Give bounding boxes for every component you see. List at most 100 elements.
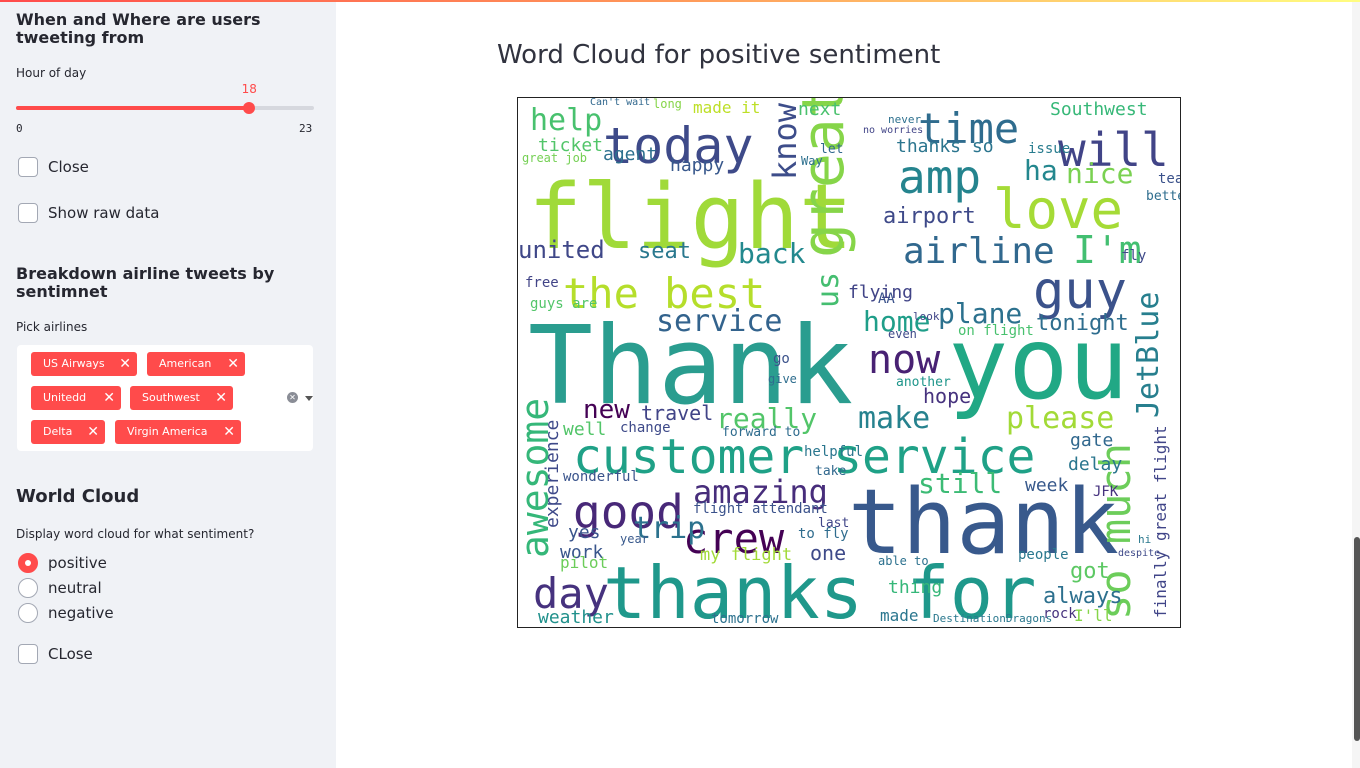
word-cloud-word: help bbox=[530, 103, 602, 138]
word-cloud-word: yes bbox=[568, 522, 601, 543]
word-cloud-word: know bbox=[766, 102, 804, 180]
word-cloud-word: guys are bbox=[530, 296, 597, 312]
scrollbar-thumb[interactable] bbox=[1354, 537, 1360, 741]
airline-chip-label: US Airways bbox=[43, 357, 105, 370]
word-cloud-word: tonight bbox=[1036, 311, 1129, 336]
word-cloud-word: now bbox=[868, 337, 941, 383]
close-checkbox-label: Close bbox=[48, 158, 89, 176]
airline-multiselect[interactable]: US Airways ✕ American ✕ Unitedd ✕ Southw… bbox=[17, 345, 313, 451]
airline-chip[interactable]: Delta ✕ bbox=[31, 420, 105, 444]
word-cloud-word: home bbox=[863, 305, 930, 338]
word-cloud-word: Can't wait bbox=[590, 98, 650, 108]
word-cloud-word: team bbox=[1158, 171, 1181, 187]
radio-positive-label: positive bbox=[48, 554, 107, 572]
word-cloud-word: happy bbox=[670, 155, 724, 176]
word-cloud-word: back bbox=[738, 237, 806, 270]
word-cloud-word: flight attendant bbox=[693, 501, 828, 517]
hour-slider-fill bbox=[16, 106, 250, 110]
sentiment-question-label: Display word cloud for what sentiment? bbox=[16, 527, 255, 541]
cloud-close-checkbox-row[interactable]: CLose bbox=[18, 644, 93, 664]
radio-option-neutral[interactable]: neutral bbox=[18, 578, 102, 598]
radio-negative[interactable] bbox=[18, 603, 38, 623]
word-cloud-word: love bbox=[993, 178, 1123, 241]
word-cloud-word: finally great flight bbox=[1151, 425, 1170, 618]
word-cloud-word: year bbox=[620, 532, 649, 546]
cloud-close-checkbox-label: CLose bbox=[48, 645, 93, 663]
word-cloud-word: one bbox=[810, 541, 846, 565]
hour-slider-max: 23 bbox=[299, 122, 313, 135]
word-cloud-word: gate bbox=[1070, 430, 1113, 451]
word-cloud-word: take bbox=[815, 464, 846, 479]
radio-neutral[interactable] bbox=[18, 578, 38, 598]
airline-chip[interactable]: American ✕ bbox=[147, 352, 245, 376]
word-cloud-word: the best bbox=[563, 269, 765, 318]
word-cloud-word: next bbox=[798, 99, 841, 120]
word-cloud-word: got bbox=[1070, 559, 1110, 584]
close-checkbox-row[interactable]: Close bbox=[18, 157, 89, 177]
word-cloud-word: great job bbox=[522, 151, 587, 165]
clear-all-icon[interactable]: ✕ bbox=[287, 392, 298, 403]
airline-chip[interactable]: Unitedd ✕ bbox=[31, 386, 121, 410]
word-cloud-word: delay bbox=[1068, 454, 1122, 475]
airline-chip[interactable]: Virgin America ✕ bbox=[115, 420, 241, 444]
chip-remove-icon[interactable]: ✕ bbox=[103, 390, 115, 406]
raw-data-checkbox[interactable] bbox=[18, 203, 38, 223]
radio-option-positive[interactable]: positive bbox=[18, 553, 107, 573]
close-checkbox[interactable] bbox=[18, 157, 38, 177]
word-cloud-word: thank bbox=[848, 470, 1119, 575]
hour-slider-min: 0 bbox=[16, 122, 23, 135]
word-cloud-word: change bbox=[620, 420, 671, 436]
chip-remove-icon[interactable]: ✕ bbox=[223, 424, 235, 440]
hour-slider-track[interactable] bbox=[16, 102, 314, 114]
airline-chip[interactable]: US Airways ✕ bbox=[31, 352, 137, 376]
word-cloud-word: to fly bbox=[798, 526, 849, 542]
radio-positive[interactable] bbox=[18, 553, 38, 573]
word-cloud-word: DestinationDragons bbox=[933, 612, 1052, 625]
word-cloud-word: Way bbox=[801, 154, 823, 168]
word-cloud-word: good bbox=[573, 485, 684, 539]
word-cloud-word: flight bbox=[528, 165, 853, 270]
word-cloud-word: awesome bbox=[518, 398, 557, 558]
word-cloud-word: hope bbox=[923, 384, 971, 408]
top-accent-stripe bbox=[0, 0, 1360, 2]
chip-remove-icon[interactable]: ✕ bbox=[119, 356, 131, 372]
raw-data-checkbox-row[interactable]: Show raw data bbox=[18, 203, 159, 223]
word-cloud-word: I'll bbox=[1074, 606, 1113, 625]
word-cloud-word: always bbox=[1043, 584, 1122, 609]
word-cloud-word: made it bbox=[693, 98, 760, 117]
word-cloud-word: my flight bbox=[700, 545, 792, 565]
word-cloud-word: weather bbox=[538, 607, 614, 628]
airline-chip[interactable]: Southwest ✕ bbox=[130, 386, 233, 410]
word-cloud-word: able to bbox=[878, 554, 929, 568]
word-cloud-word: look bbox=[913, 310, 940, 323]
word-cloud-word: despite bbox=[1118, 548, 1160, 559]
chip-remove-icon[interactable]: ✕ bbox=[87, 424, 99, 440]
section-heading-breakdown: Breakdown airline tweets by sentimnet bbox=[16, 264, 275, 301]
radio-option-negative[interactable]: negative bbox=[18, 603, 114, 623]
word-cloud-word: no worries bbox=[863, 125, 923, 136]
word-cloud-word: crew bbox=[683, 514, 785, 563]
chip-remove-icon[interactable]: ✕ bbox=[215, 390, 227, 406]
scrollbar-track[interactable] bbox=[1352, 0, 1360, 768]
airline-chip-label: Unitedd bbox=[43, 391, 87, 404]
word-cloud-word: will bbox=[1058, 123, 1169, 177]
word-cloud-word: you bbox=[948, 305, 1129, 422]
word-cloud-word: even bbox=[888, 327, 917, 341]
word-cloud-word: long bbox=[653, 98, 682, 111]
word-cloud-word: people bbox=[1018, 547, 1069, 563]
cloud-close-checkbox[interactable] bbox=[18, 644, 38, 664]
word-cloud-word: nice bbox=[1066, 157, 1133, 190]
chip-remove-icon[interactable]: ✕ bbox=[227, 356, 239, 372]
word-cloud-word: well bbox=[563, 419, 606, 440]
word-cloud-word: trip bbox=[633, 511, 705, 546]
hour-slider-thumb[interactable] bbox=[243, 102, 256, 114]
word-cloud-word: amazing bbox=[693, 473, 828, 511]
word-cloud-word: forward to bbox=[722, 425, 800, 440]
section-heading-when-where: When and Where are users tweeting from bbox=[16, 10, 261, 47]
word-cloud-word: Southwest bbox=[1050, 99, 1148, 120]
chevron-down-icon[interactable] bbox=[305, 396, 313, 401]
word-cloud-word: thanks so bbox=[896, 136, 994, 157]
word-cloud-word: travel bbox=[641, 401, 713, 425]
word-cloud-word: thing bbox=[888, 577, 942, 598]
word-cloud-word: today bbox=[603, 117, 754, 175]
